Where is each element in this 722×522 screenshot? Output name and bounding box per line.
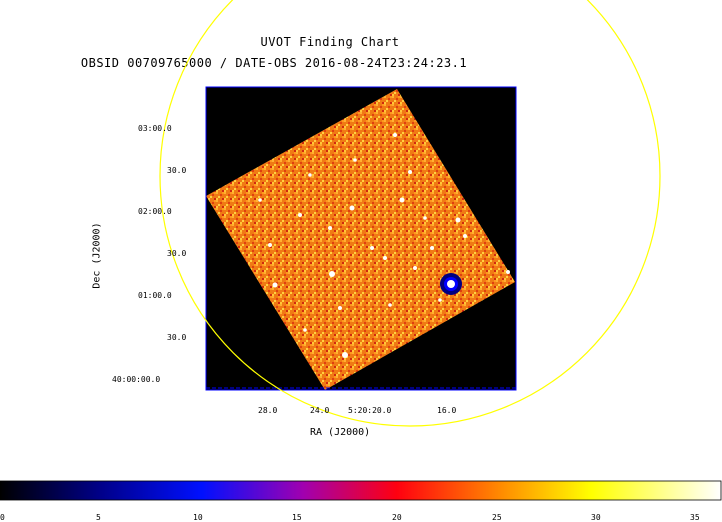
chart-title: UVOT Finding Chart: [260, 35, 400, 49]
y-tick-label: 30.0: [167, 333, 187, 342]
y-tick-label: 01:00.0: [138, 291, 172, 300]
colorbar-tick-label: 25: [492, 513, 502, 522]
y-tick-label: 02:00.0: [138, 207, 172, 216]
stars: [258, 133, 510, 358]
colorbar-tick-label: 10: [193, 513, 203, 522]
fov-circle: [159, 0, 661, 427]
colorbar-tick-label: 35: [690, 513, 700, 522]
colorbar-tick-label: 5: [96, 513, 101, 522]
x-axis-label: RA (J2000): [310, 427, 371, 438]
colorbar-tick-label: 0: [0, 513, 5, 522]
image-frame: [205, 86, 517, 391]
y-tick-label: 40:00:00.0: [112, 375, 161, 384]
x-tick-label: 16.0: [437, 406, 457, 415]
y-tick-label: 30.0: [167, 249, 187, 258]
colorbar-tick-label: 30: [591, 513, 601, 522]
y-axis-label: Dec (J2000): [91, 222, 103, 289]
saturated-source-core: [447, 280, 455, 288]
y-tick-label: 03:00.0: [138, 124, 172, 133]
x-tick-label: 5:20:20.0: [348, 406, 392, 415]
colorbar-tick-label: 15: [292, 513, 302, 522]
x-tick-label: 24.0: [310, 406, 330, 415]
exposure-region: [206, 89, 515, 390]
chart-subtitle: OBSID 00709765000 / DATE-OBS 2016-08-24T…: [80, 56, 468, 70]
colorbar: [0, 480, 722, 501]
colorbar-tick-label: 20: [392, 513, 402, 522]
y-tick-label: 30.0: [167, 166, 187, 175]
x-tick-label: 28.0: [258, 406, 278, 415]
